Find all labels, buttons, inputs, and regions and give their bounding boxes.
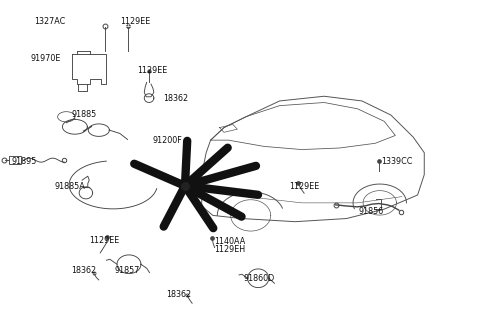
Text: 91857: 91857 (115, 266, 140, 275)
Text: 1129EE: 1129EE (89, 237, 120, 246)
Text: 18362: 18362 (166, 290, 191, 299)
Text: 1129EE: 1129EE (289, 182, 319, 191)
Text: 1129EE: 1129EE (137, 66, 168, 75)
Text: 1339CC: 1339CC (381, 157, 413, 166)
Text: 91885A: 91885A (54, 182, 85, 191)
Text: 91860D: 91860D (244, 274, 275, 283)
Text: 91856: 91856 (359, 207, 384, 216)
Text: 91200F: 91200F (153, 136, 183, 145)
Text: 18362: 18362 (72, 266, 96, 275)
Text: 18362: 18362 (163, 93, 189, 103)
Text: 91970E: 91970E (30, 54, 61, 63)
Text: 91895: 91895 (11, 157, 36, 166)
Text: 1140AA: 1140AA (214, 237, 245, 246)
Text: 91885: 91885 (72, 110, 97, 119)
Text: 1129EE: 1129EE (120, 17, 151, 26)
Text: 1327AC: 1327AC (34, 17, 65, 26)
Text: 1129EH: 1129EH (214, 245, 245, 254)
